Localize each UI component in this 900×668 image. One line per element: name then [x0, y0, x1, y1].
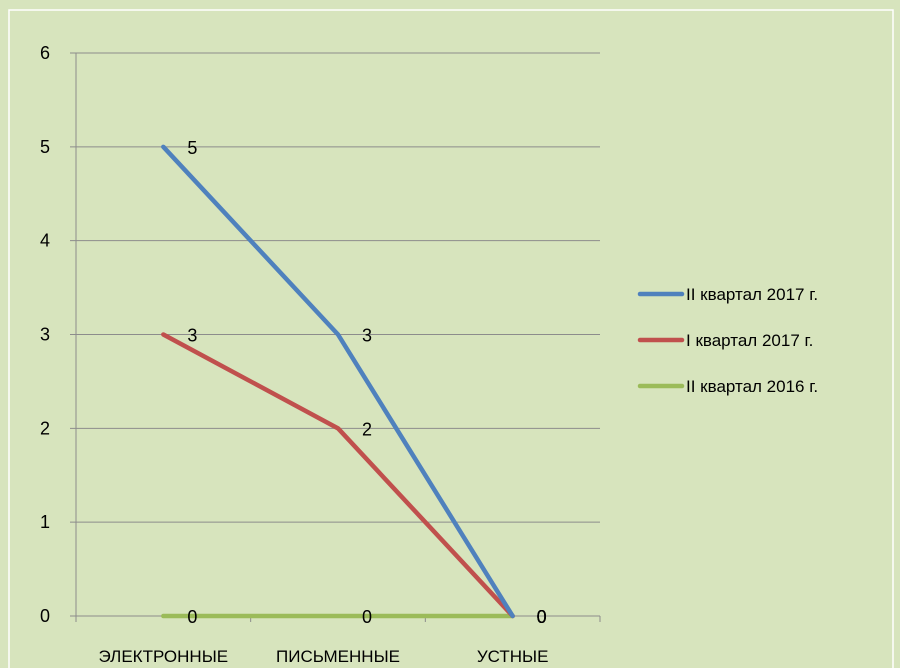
y-tick-label-5: 5 — [40, 137, 50, 157]
data-label-s2-p1: 0 — [362, 607, 372, 627]
legend-label-0: II квартал 2017 г. — [686, 285, 818, 304]
y-tick-label-4: 4 — [40, 231, 50, 251]
series-lines — [161, 144, 515, 619]
data-label-s1-p0: 3 — [187, 326, 197, 346]
legend: II квартал 2017 г. I квартал 2017 г. II кв… — [637, 285, 818, 396]
data-label-s2-p2: 0 — [537, 607, 547, 627]
x-category-label-2: УСТНЫЕ — [477, 647, 549, 666]
y-tick-label-2: 2 — [40, 418, 50, 438]
series-line-0 — [161, 144, 515, 619]
x-axis-category-labels: ЭЛЕКТРОННЫЕ ПИСЬМЕННЫЕ УСТНЫЕ — [99, 647, 549, 666]
data-label-s0-p1: 3 — [362, 326, 372, 346]
y-tick-label-1: 1 — [40, 512, 50, 532]
x-category-label-0: ЭЛЕКТРОННЫЕ — [99, 647, 229, 666]
legend-label-1: I квартал 2017 г. — [686, 331, 813, 350]
y-tick-label-6: 6 — [40, 43, 50, 63]
chart-frame — [8, 9, 894, 668]
data-label-s0-p0: 5 — [187, 138, 197, 158]
data-label-s2-p0: 0 — [187, 607, 197, 627]
series-line-1 — [161, 332, 515, 619]
y-tick-label-3: 3 — [40, 325, 50, 345]
data-label-s0-p2: 0 — [537, 607, 547, 627]
y-axis-tick-labels: 0 1 2 3 4 5 6 — [40, 43, 50, 626]
y-tick-label-0: 0 — [40, 606, 50, 626]
x-category-label-1: ПИСЬМЕННЫЕ — [276, 647, 400, 666]
legend-label-2: II квартал 2016 г. — [686, 377, 818, 396]
data-label-s1-p2: 0 — [537, 607, 547, 627]
data-label-s1-p1: 2 — [362, 419, 372, 439]
